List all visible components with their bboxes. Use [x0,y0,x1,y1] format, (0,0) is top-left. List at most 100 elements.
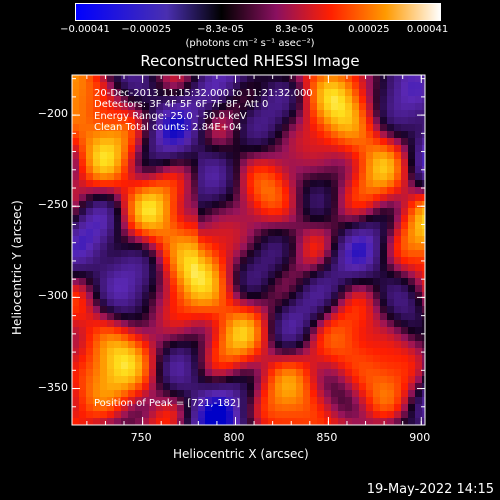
heatmap-cell [170,292,177,299]
heatmap-cell [142,215,149,222]
heatmap-cell [79,110,86,117]
heatmap-cell [289,320,296,327]
heatmap-cell [373,117,380,124]
heatmap-cell [170,397,177,404]
heatmap-cell [303,187,310,194]
heatmap-cell [289,285,296,292]
heatmap-cell [114,292,121,299]
heatmap-cell [212,264,219,271]
heatmap-cell [296,271,303,278]
heatmap-cell [156,117,163,124]
heatmap-cell [303,222,310,229]
heatmap-cell [135,117,142,124]
heatmap-cell [156,229,163,236]
heatmap-cell [128,355,135,362]
heatmap-cell [415,250,422,257]
heatmap-cell [345,124,352,131]
heatmap-cell [86,117,93,124]
x-tick-label: 900 [409,431,431,444]
heatmap-cell [401,215,408,222]
heatmap-cell [219,320,226,327]
heatmap-cell [149,96,156,103]
heatmap-cell [93,236,100,243]
heatmap-cell [93,313,100,320]
heatmap-cell [331,243,338,250]
heatmap-cell [100,299,107,306]
heatmap-cell [261,257,268,264]
heatmap-cell [170,369,177,376]
heatmap-cell [373,313,380,320]
heatmap-cell [380,117,387,124]
heatmap-cell [128,215,135,222]
heatmap-cell [177,362,184,369]
heatmap-cell [142,306,149,313]
heatmap-cell [149,313,156,320]
heatmap-cell [303,243,310,250]
heatmap-cell [247,397,254,404]
heatmap-cell [184,124,191,131]
heatmap-cell [268,271,275,278]
heatmap-cell [387,187,394,194]
heatmap-cell [303,166,310,173]
heatmap-cell [408,418,415,425]
heatmap-cell [282,152,289,159]
heatmap-cell [324,194,331,201]
heatmap-cell [380,397,387,404]
heatmap-cell [72,96,79,103]
heatmap-cell [107,313,114,320]
heatmap-cell [422,397,425,404]
heatmap-cell [142,180,149,187]
heatmap-cell [72,152,79,159]
heatmap-cell [79,138,86,145]
heatmap-cell [317,411,324,418]
heatmap-cell [359,117,366,124]
heatmap-cell [226,117,233,124]
heatmap-cell [184,327,191,334]
heatmap-cell [93,278,100,285]
heatmap-cell [380,404,387,411]
heatmap-cell [163,355,170,362]
heatmap-cell [394,103,401,110]
heatmap-cell [198,355,205,362]
heatmap-cell [170,243,177,250]
heatmap-cell [240,404,247,411]
heatmap-cell [352,390,359,397]
heatmap-cell [135,215,142,222]
heatmap-cell [219,390,226,397]
heatmap-cell [373,89,380,96]
heatmap-cell [310,383,317,390]
heatmap-cell [422,355,425,362]
heatmap-cell [205,201,212,208]
axis-ticks [72,75,425,426]
heatmap-cell [121,145,128,152]
heatmap-cell [415,418,422,425]
heatmap-cell [163,285,170,292]
heatmap-cell [310,355,317,362]
heatmap-cell [401,257,408,264]
heatmap-cell [170,138,177,145]
heatmap-cell [170,173,177,180]
heatmap-cell [198,124,205,131]
heatmap-cell [86,96,93,103]
heatmap-cell [135,411,142,418]
heatmap-cell [338,390,345,397]
heatmap-cell [205,187,212,194]
heatmap-cell [254,250,261,257]
heatmap-cell [149,236,156,243]
heatmap-cell [331,215,338,222]
heatmap-cell [408,250,415,257]
heatmap-cell [394,117,401,124]
heatmap-cell [422,404,425,411]
heatmap-cell [296,89,303,96]
heatmap-cell [282,285,289,292]
heatmap-cell [310,411,317,418]
heatmap-cell [100,117,107,124]
heatmap-cell [408,369,415,376]
heatmap-cell [212,89,219,96]
heatmap-cell [373,292,380,299]
heatmap-cell [296,327,303,334]
heatmap-cell [86,201,93,208]
heatmap-cell [345,138,352,145]
heatmap-cell [163,96,170,103]
heatmap-cell [331,390,338,397]
